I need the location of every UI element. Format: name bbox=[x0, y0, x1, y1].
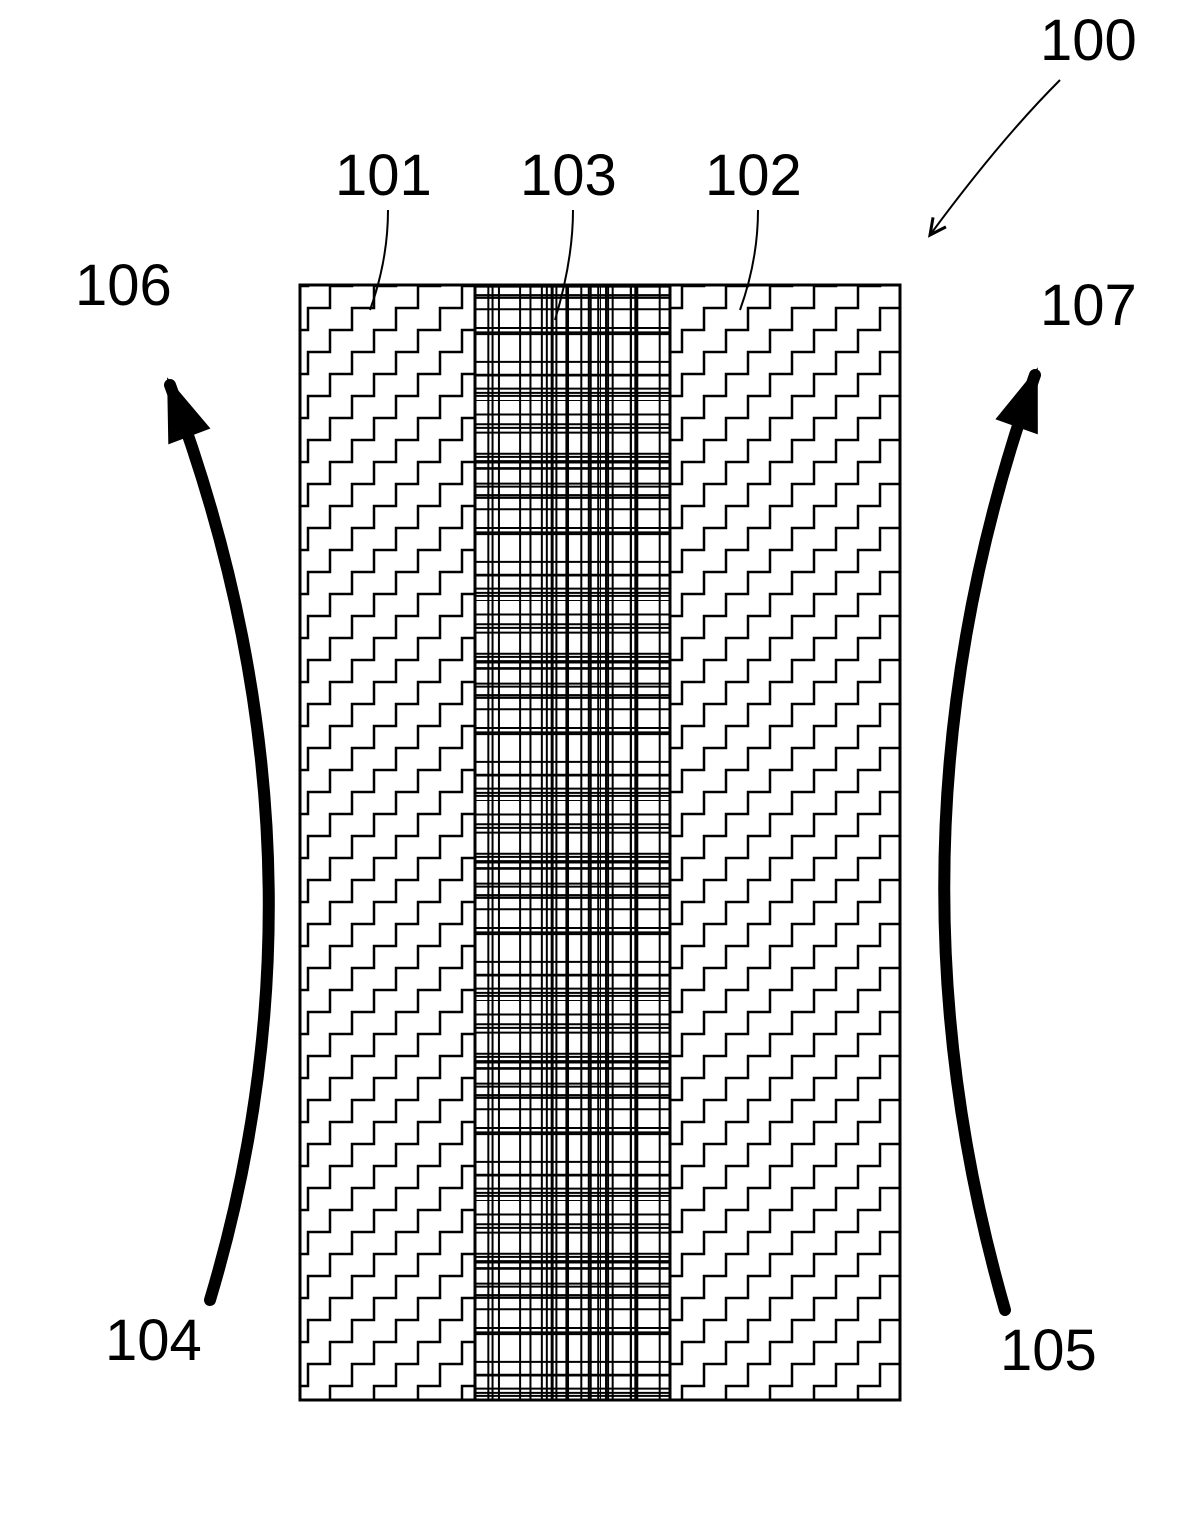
ref-label-107: 107 bbox=[1040, 273, 1137, 338]
flow-arrow-left bbox=[167, 377, 269, 1300]
ref-label-106: 106 bbox=[75, 253, 172, 318]
ref-label-105: 105 bbox=[1000, 1318, 1097, 1383]
ref-label-100: 100 bbox=[1040, 8, 1137, 73]
ref-label-103: 103 bbox=[520, 143, 617, 208]
ref-label-104: 104 bbox=[105, 1308, 202, 1373]
ref-label-101: 101 bbox=[335, 143, 432, 208]
ref-label-102: 102 bbox=[705, 143, 802, 208]
layered-block bbox=[300, 285, 900, 1400]
flow-arrow-right bbox=[944, 367, 1038, 1310]
